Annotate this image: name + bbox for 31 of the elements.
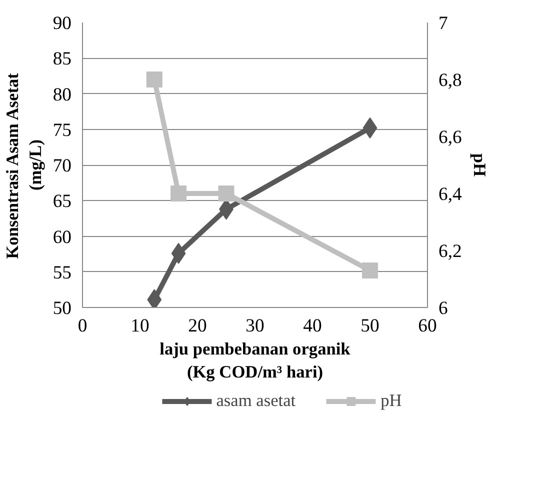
y-tick-label: 80 (52, 84, 72, 106)
y-tick-label: 70 (52, 156, 72, 176)
point (170, 186, 187, 202)
y-tick-label: 55 (52, 262, 72, 284)
y-tick-label: 65 (52, 191, 72, 212)
x-tick-label: 20 (188, 316, 207, 336)
y-tick-label: 60 (52, 226, 72, 248)
y-tick-label: 85 (52, 48, 72, 70)
point (362, 262, 378, 278)
legend-label: asam asetat (216, 391, 296, 411)
y2-tick-label: 6,2 (438, 241, 462, 262)
x-tick-label: 30 (246, 316, 264, 336)
y2-tick-label: 6,4 (438, 184, 462, 205)
x-tick-label: 50 (360, 316, 380, 336)
x-tick-label: 60 (418, 316, 437, 336)
y-tick-label: 75 (52, 120, 72, 141)
y2-tick-label: 7 (438, 13, 448, 34)
point (218, 186, 234, 202)
y2-tick-label: 6,6 (438, 127, 462, 148)
x-tick-label: 40 (303, 316, 322, 336)
point (146, 72, 162, 88)
x-tick-label: 10 (130, 316, 150, 336)
legend-label: pH (380, 391, 402, 411)
y-tick-label: 50 (52, 298, 72, 319)
y-axis-title: Konsentrasi Asam Asetat (mg/L) (3, 72, 45, 259)
y-tick-label: 90 (52, 13, 72, 34)
x-axis-title: laju pembebanan organik (Kg COD/m³ hari) (160, 340, 351, 382)
y2-axis-title: pH (470, 153, 489, 178)
y2-tick-label: 6 (438, 298, 448, 319)
y2-tick-label: 6,8 (438, 70, 462, 91)
x-tick-label: 0 (78, 316, 88, 336)
